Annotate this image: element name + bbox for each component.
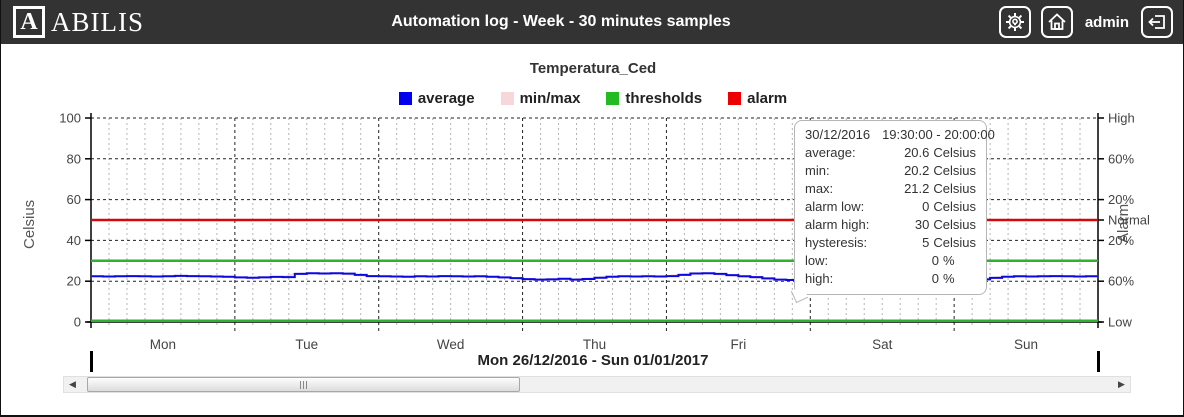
date-range-label: Mon 26/12/2016 - Sun 01/01/2017: [477, 352, 709, 369]
abilis-logo-text: ABILIS: [51, 6, 144, 37]
scroll-left-arrow-icon[interactable]: ◀: [69, 379, 76, 389]
header-bar: A ABILIS Automation log - Week - 30 minu…: [1, 0, 1183, 44]
tooltip-row-hysteresis: hysteresis: 5 Celsius: [805, 235, 976, 250]
scroll-right-arrow-icon[interactable]: ▶: [1118, 379, 1125, 389]
logout-button[interactable]: [1141, 6, 1173, 38]
tooltip-row-alarm-low: alarm low: 0 Celsius: [805, 199, 976, 214]
minmax-swatch-icon: [500, 92, 514, 105]
thresholds-swatch-icon: [606, 92, 620, 105]
logout-icon: [1147, 12, 1167, 32]
svg-text:40: 40: [67, 233, 81, 248]
svg-text:High: High: [1108, 111, 1135, 126]
thumb-grip-icon: [306, 380, 307, 389]
settings-gear-icon: [1005, 12, 1025, 32]
page-title: Automation log - Week - 30 minutes sampl…: [391, 13, 731, 30]
legend-item-average[interactable]: average: [398, 90, 475, 107]
tooltip-row-min: min: 20.2 Celsius: [805, 163, 976, 178]
range-end-handle[interactable]: [1097, 351, 1100, 372]
home-icon: [1047, 12, 1067, 32]
tooltip-date: 30/12/2016: [805, 127, 871, 142]
abilis-logo-mark: A: [13, 6, 45, 38]
svg-text:20%: 20%: [1108, 192, 1134, 207]
svg-text:60: 60: [67, 192, 81, 207]
svg-text:Fri: Fri: [730, 337, 746, 352]
abilis-logo[interactable]: A ABILIS: [13, 6, 144, 38]
legend-item-alarm[interactable]: alarm: [728, 90, 787, 107]
legend-item-thresholds[interactable]: thresholds: [606, 90, 702, 107]
tooltip-row-average: average: 20.6 Celsius: [805, 145, 976, 160]
average-swatch-icon: [398, 92, 412, 105]
svg-text:Mon: Mon: [150, 337, 176, 352]
legend-item-minmax[interactable]: min/max: [500, 90, 580, 107]
svg-text:Thu: Thu: [583, 337, 606, 352]
chart-plot-area[interactable]: 0 20 40 60 80 100 High 60% 20% Normal 20% 60% Low Mon…: [1, 110, 1184, 356]
tooltip-row-max: max: 21.2 Celsius: [805, 181, 976, 196]
svg-text:Wed: Wed: [437, 337, 465, 352]
tooltip-time-range: 19:30:00 - 20:00:00: [882, 127, 995, 142]
svg-text:60%: 60%: [1108, 151, 1134, 166]
svg-text:20: 20: [67, 274, 81, 289]
tooltip-row-high: high: 0%: [805, 271, 955, 286]
svg-text:80: 80: [67, 151, 81, 166]
svg-text:Sat: Sat: [872, 337, 893, 352]
header-actions: admin: [998, 6, 1173, 38]
tooltip-header: 30/12/2016 19:30:00 - 20:00:00: [805, 126, 995, 144]
home-button[interactable]: [1040, 6, 1073, 38]
thumb-grip-icon: [303, 380, 304, 389]
chart-title: Temperatura_Ced: [529, 60, 657, 77]
svg-text:100: 100: [59, 111, 81, 126]
alarm-swatch-icon: [728, 92, 742, 105]
tooltip-row-alarm-high: alarm high: 30 Celsius: [805, 217, 976, 232]
svg-text:Tue: Tue: [295, 337, 318, 352]
svg-text:Low: Low: [1108, 315, 1132, 330]
thumb-grip-icon: [300, 380, 301, 389]
scrollbar-thumb[interactable]: [87, 377, 520, 392]
svg-text:60%: 60%: [1108, 274, 1134, 289]
svg-text:Normal: Normal: [1108, 213, 1150, 228]
svg-text:0: 0: [74, 315, 81, 330]
range-start-handle[interactable]: [90, 351, 93, 372]
logged-in-user[interactable]: admin: [1084, 13, 1129, 31]
time-scrollbar[interactable]: ◀ ▶: [63, 376, 1131, 393]
data-point-tooltip: 30/12/2016 19:30:00 - 20:00:00 average: 2…: [790, 120, 995, 304]
chart-legend: average min/max thresholds alarm: [1, 90, 1183, 107]
settings-button[interactable]: [998, 6, 1031, 38]
tooltip-row-low: low: 0%: [805, 253, 955, 268]
svg-text:20%: 20%: [1108, 233, 1134, 248]
svg-text:Sun: Sun: [1014, 337, 1038, 352]
